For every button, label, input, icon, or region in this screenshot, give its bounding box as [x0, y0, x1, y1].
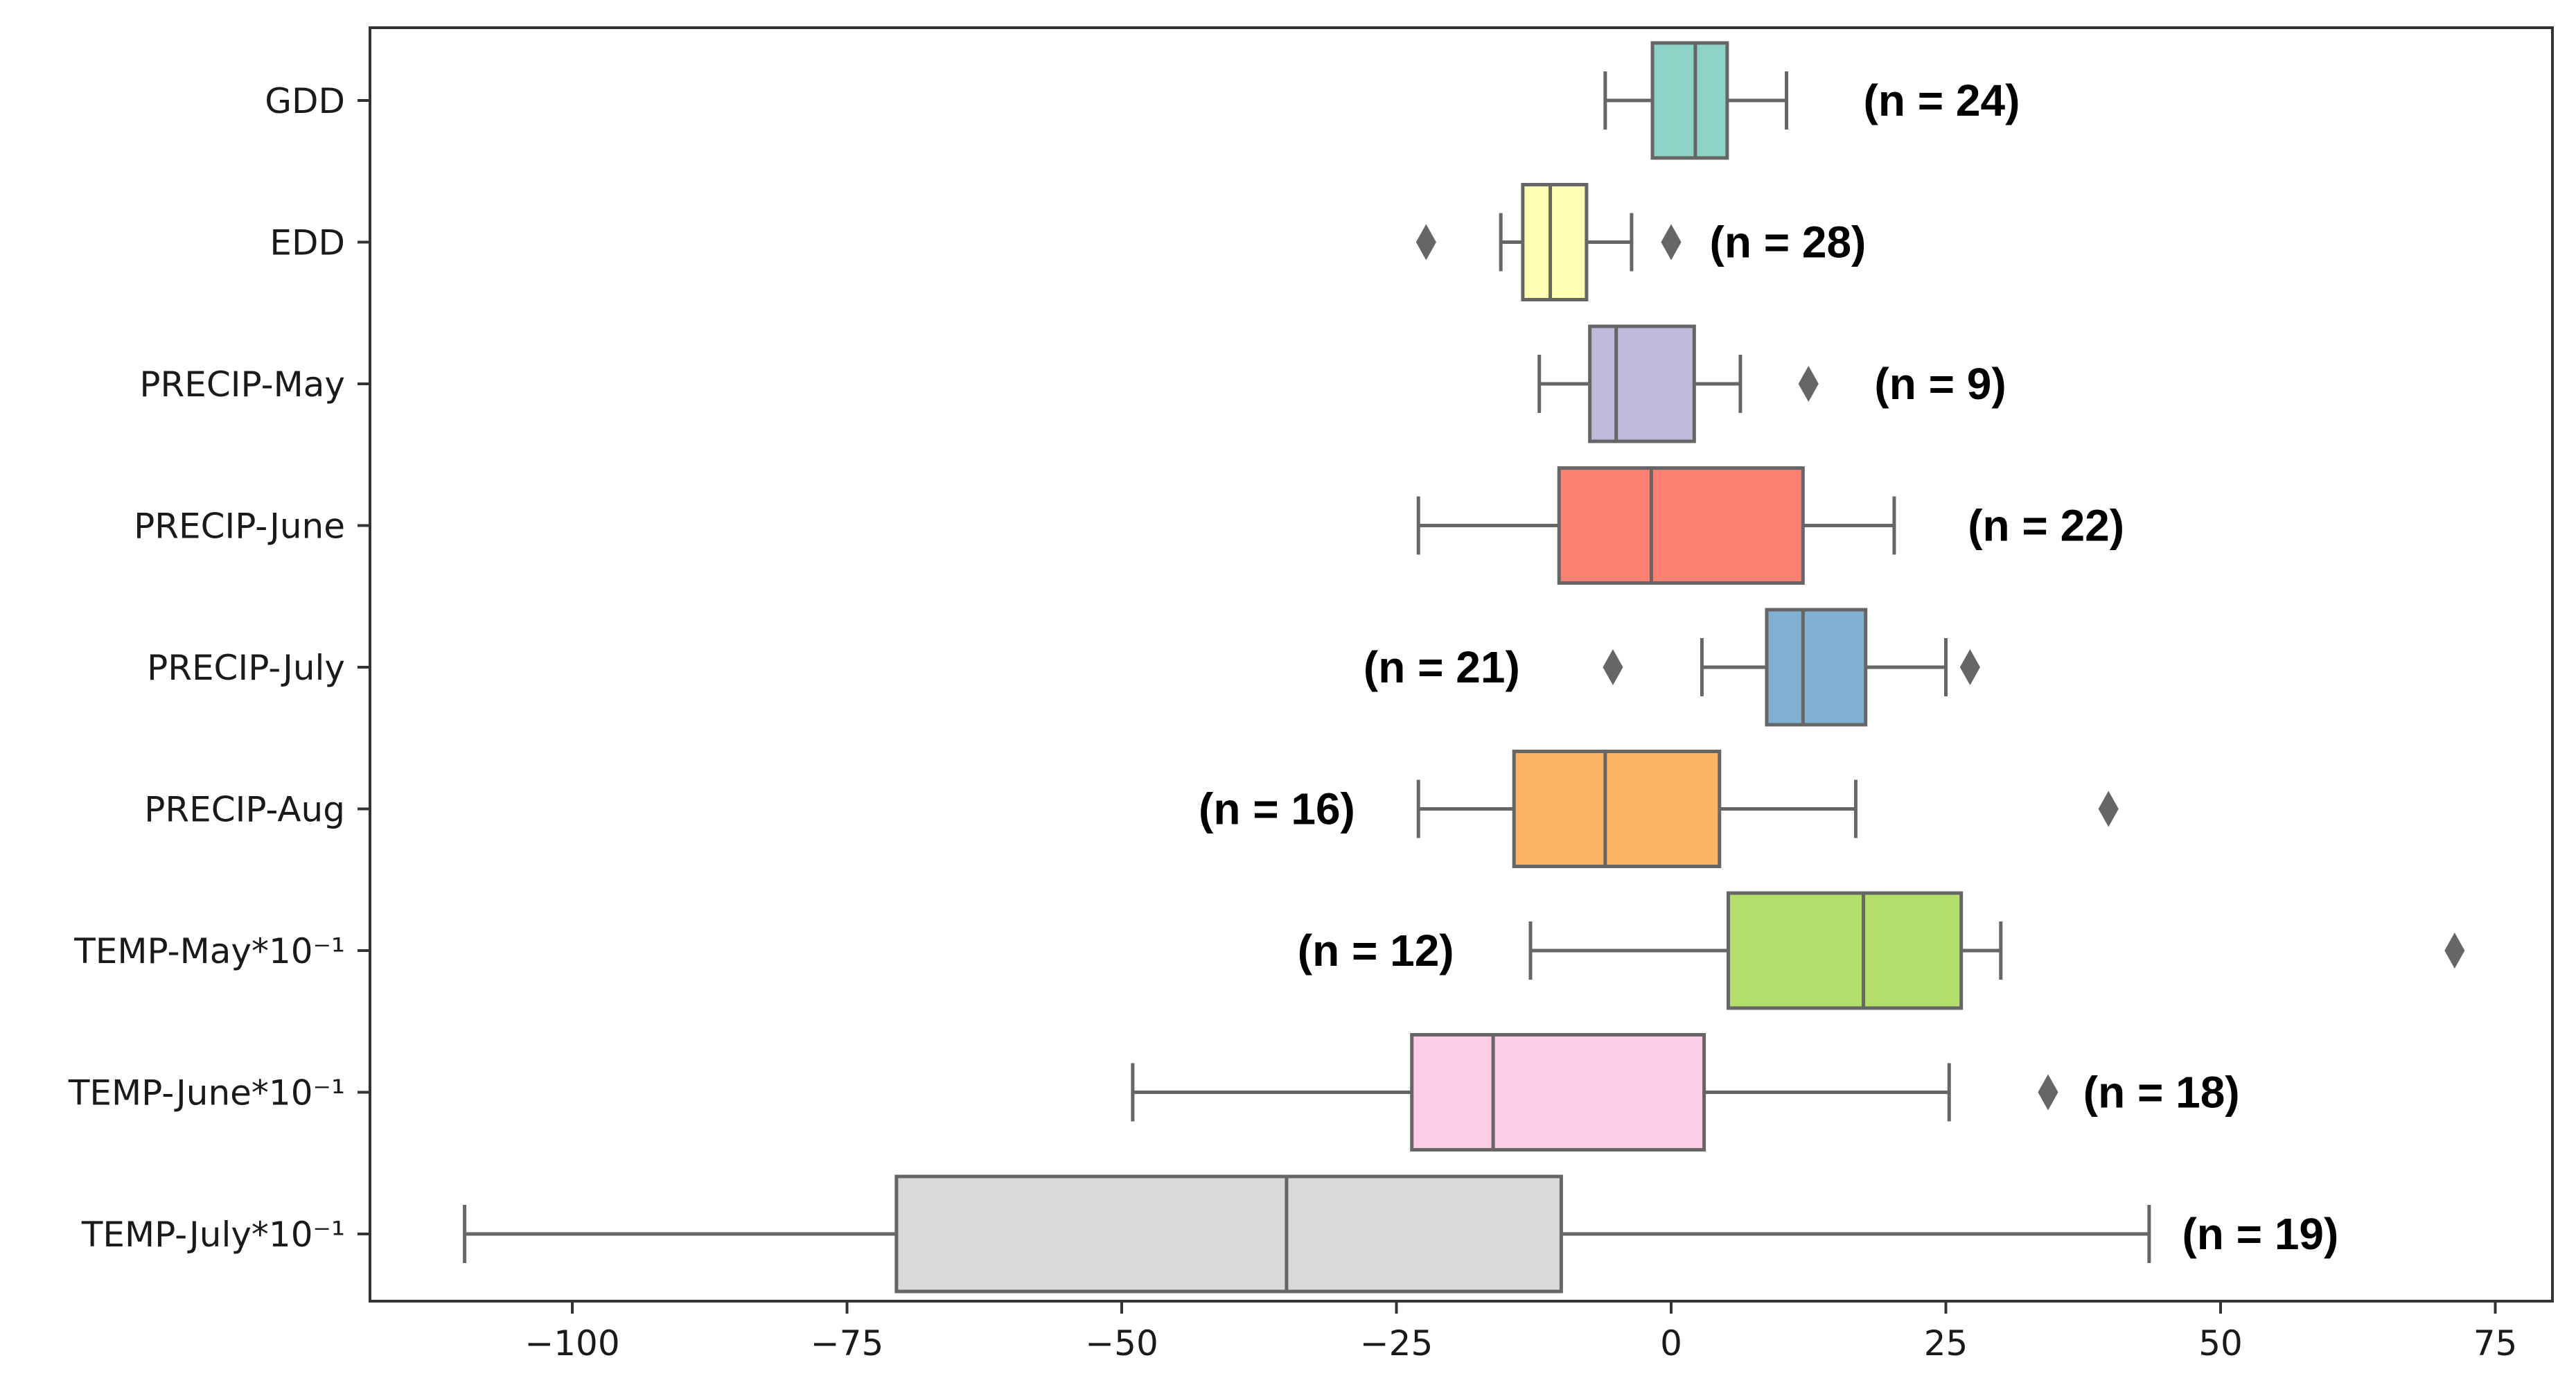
outlier-point: [1959, 649, 1980, 686]
x-tick-label: 50: [2198, 1323, 2243, 1364]
outlier-point: [1415, 224, 1436, 261]
category-label: PRECIP-Aug: [144, 790, 345, 830]
chart-marks: −100 −75 −50 −25 0 25 50 75 GDD (n = 24) EDD (n = 2…: [68, 41, 2518, 1364]
x-tick-label: −25: [1360, 1323, 1433, 1364]
category-label: TEMP-July*10⁻¹: [81, 1215, 345, 1255]
box: [1588, 324, 1696, 443]
box: [1521, 183, 1589, 301]
outlier-point: [2098, 791, 2119, 827]
n-annotation: (n = 22): [1968, 501, 2124, 551]
outlier-point: [2038, 1074, 2058, 1111]
box: [894, 1174, 1563, 1294]
x-tick-label: 0: [1660, 1323, 1682, 1364]
n-annotation: (n = 28): [1710, 218, 1867, 267]
n-annotation: (n = 21): [1364, 642, 1520, 692]
category-label: TEMP-May*10⁻¹: [73, 931, 345, 971]
category-label: TEMP-June*10⁻¹: [68, 1073, 345, 1113]
outlier-point: [1798, 365, 1819, 403]
category-label: PRECIP-June: [134, 506, 345, 547]
x-tick-label: 75: [2473, 1323, 2518, 1364]
box: [1650, 41, 1729, 160]
x-tick-label: −75: [811, 1323, 884, 1364]
n-annotation: (n = 18): [2083, 1068, 2240, 1118]
x-tick-label: −50: [1085, 1323, 1158, 1364]
outlier-point: [2444, 932, 2465, 969]
x-tick-label: −100: [524, 1323, 619, 1364]
category-label: EDD: [270, 223, 345, 263]
n-annotation: (n = 16): [1199, 784, 1355, 834]
box: [1726, 891, 1964, 1010]
category-label: PRECIP-July: [147, 648, 345, 688]
n-annotation: (n = 12): [1298, 926, 1454, 976]
plot-area-frame: [369, 26, 2554, 1303]
category-label: GDD: [265, 81, 345, 121]
category-label: PRECIP-May: [139, 364, 345, 405]
n-annotation: (n = 19): [2182, 1209, 2338, 1259]
outlier-point: [1661, 224, 1682, 261]
box: [1410, 1033, 1706, 1152]
x-tick-label: 25: [1924, 1323, 1968, 1364]
n-annotation: (n = 9): [1874, 359, 2006, 409]
box: [1765, 608, 1868, 727]
box: [1512, 750, 1722, 868]
n-annotation: (n = 24): [1864, 76, 2020, 125]
outlier-point: [1603, 649, 1623, 686]
box: [1557, 466, 1805, 585]
